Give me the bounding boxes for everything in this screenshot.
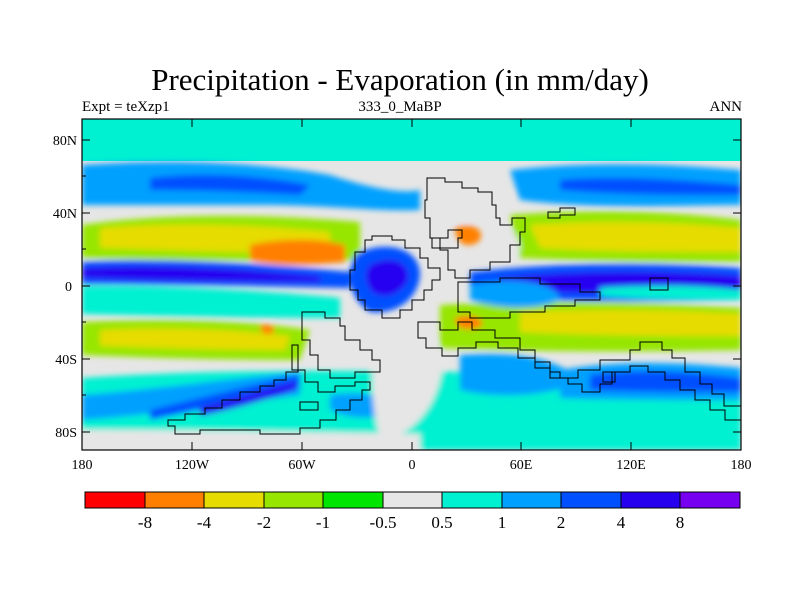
x-tick-label: 60E: [510, 458, 533, 473]
colorbar-label: -2: [257, 513, 271, 532]
x-tick-marks: [81, 119, 632, 450]
colorbar-box: [323, 492, 383, 508]
colorbar-box: [204, 492, 264, 508]
coastlines: [167, 177, 741, 435]
y-tick-label: 0: [65, 280, 72, 295]
x-tick-label: 120W: [175, 458, 210, 473]
colorbar-label: 8: [676, 513, 685, 532]
colorbar-label: -8: [138, 513, 152, 532]
season-label: ANN: [709, 99, 743, 115]
x-tick-label: 60W: [288, 458, 316, 473]
period-label: 333_0_MaBP: [358, 99, 442, 115]
y-tick-label: 80S: [55, 426, 77, 441]
colorbar: -8 -4 -2 -1 -0.5 0.5 1 2 4 8: [84, 491, 741, 532]
colorbar-box: [621, 492, 680, 508]
colorbar-label: 0.5: [431, 513, 452, 532]
y-tick-label: 40S: [55, 353, 77, 368]
colorbar-box: [145, 492, 204, 508]
x-tick-label: 0: [409, 458, 416, 473]
y-tick-marks: [82, 139, 741, 433]
y-tick-label: 40N: [53, 207, 77, 222]
colorbar-box: [442, 492, 502, 508]
colorbar-label: -4: [197, 513, 212, 532]
field-layer: [82, 119, 741, 450]
colorbar-label: 4: [617, 513, 626, 532]
y-tick-label: 80N: [53, 134, 77, 149]
map-title: Precipitation - Evaporation (in mm/day): [151, 62, 649, 97]
colorbar-label: -0.5: [370, 513, 397, 532]
colorbar-box: [383, 492, 442, 508]
colorbar-label: 1: [498, 513, 507, 532]
x-tick-label: 180: [731, 458, 752, 473]
x-tick-label: 120E: [616, 458, 646, 473]
colorbar-label: 2: [557, 513, 566, 532]
colorbar-box: [680, 492, 740, 508]
colorbar-box: [561, 492, 621, 508]
x-tick-label: 180: [72, 458, 93, 473]
colorbar-box: [85, 492, 145, 508]
colorbar-label: -1: [316, 513, 330, 532]
colorbar-box: [502, 492, 561, 508]
experiment-label: Expt = teXzp1: [82, 99, 170, 115]
colorbar-box: [264, 492, 323, 508]
